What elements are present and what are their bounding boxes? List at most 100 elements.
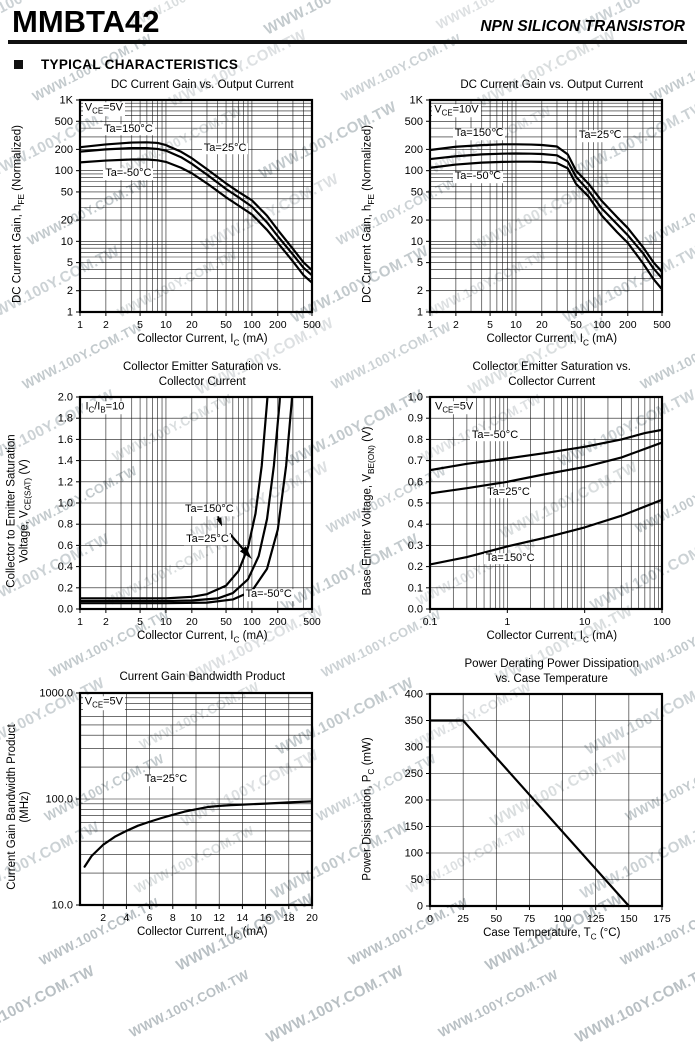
tick-labels: 1 2 5 10 20 50 100 200 500 0.0 0.2 0.4 0.6 0.8 1.0 1.2 1…: [58, 391, 321, 628]
annotation-v-ce-5v: VCE=5V: [82, 695, 125, 710]
plot-area: 1 2 5 10 20 50 100 200 500 1 2 5 10 20 50 100 200 500 1K: [55, 94, 321, 331]
y-tick-label: 50: [410, 186, 422, 198]
y-tick-label: 100: [404, 165, 422, 177]
x-tick-label: 200: [269, 616, 287, 628]
x-tick-label: 100: [243, 616, 261, 628]
grid-lines: [79, 692, 313, 905]
chart-vbe-on: Collector Emitter Saturation vs. Collect…: [356, 360, 692, 644]
y-tick-label: 500: [404, 116, 422, 128]
y-tick-label: 0: [416, 901, 422, 913]
chart-title: Collector Emitter Saturation vs. Collect…: [472, 361, 631, 388]
chart-ft: Current Gain Bandwidth Product Current Ga…: [6, 657, 342, 941]
x-tick-label: 1: [504, 616, 510, 628]
y-tick-label: 0.5: [407, 497, 422, 509]
series-ta-150-c: [429, 498, 662, 566]
y-tick-label: 100: [55, 165, 73, 177]
series-ta-150-c: [80, 141, 312, 272]
annotation-ta-150: Ta=150℃: [452, 127, 506, 141]
y-tick-label: 0.7: [407, 455, 422, 467]
x-tick-label: 150: [620, 913, 638, 925]
section-bullet-icon: [14, 59, 23, 69]
y-tick-label: 10: [61, 236, 73, 248]
plot-border: [78, 691, 314, 906]
x-tick-label: 20: [306, 912, 318, 924]
x-tick-label: 125: [586, 913, 604, 925]
y-tick-label: 5: [416, 257, 422, 269]
series-ta-25-c: [83, 799, 312, 868]
y-tick-label: 0.0: [58, 603, 73, 615]
x-tick-label: 4: [123, 912, 129, 924]
x-tick-label: 12: [213, 912, 225, 924]
x-tick-label: 18: [283, 912, 295, 924]
x-axis-title: Collector Current, IC (mA): [486, 629, 618, 645]
x-tick-label: 2: [103, 616, 109, 628]
y-axis-title: Current Gain Bandwidth Product (MHz): [6, 724, 31, 890]
watermark-text: WWW.100Y.COM.TW: [126, 966, 252, 1041]
device-type: NPN SILICON TRANSISTOR: [480, 17, 685, 35]
y-tick-label: 50: [61, 186, 73, 198]
annotation-ta-150-c: Ta=150°C: [102, 122, 155, 136]
x-axis-title: Collector Current, IC (mA): [136, 332, 268, 348]
annotation-ta-25-c: Ta=25°C: [142, 773, 190, 787]
plot-border: [428, 98, 663, 314]
x-tick-label: 5: [487, 319, 493, 331]
plot-border: [78, 395, 314, 611]
x-tick-label: 500: [653, 319, 671, 331]
annotation-ta-150-c: Ta=150°C: [183, 503, 236, 516]
y-tick-label: 200: [55, 144, 73, 156]
x-tick-label: 100: [553, 913, 571, 925]
x-tick-label: 20: [186, 616, 198, 628]
y-axis-title: Power Dissipation, PC (mW): [361, 736, 376, 881]
y-tick-label: 10: [410, 236, 422, 248]
y-tick-label: 350: [404, 715, 422, 727]
y-tick-label: 1.2: [58, 476, 73, 488]
series-ta-50: [429, 160, 662, 291]
series-ta-50-c: [80, 396, 294, 605]
plot-area: 0 25 50 75 100 125 150 175 0 50 100 150 200 250 300 350…: [404, 689, 670, 926]
x-tick-label: 10: [578, 616, 590, 628]
x-axis-title: Collector Current, IC (mA): [486, 332, 618, 348]
x-tick-label: 175: [653, 913, 671, 925]
y-tick-label: 20: [61, 214, 73, 226]
x-tick-label: 20: [186, 319, 198, 331]
charts-grid: DC Current Gain vs. Output Current DC Cur…: [0, 76, 695, 942]
x-tick-label: 10: [160, 319, 172, 331]
y-tick-label: 2: [416, 285, 422, 297]
series-derating: [429, 719, 630, 907]
y-tick-label: 1.8: [58, 413, 73, 425]
y-tick-label: 10.0: [52, 899, 73, 911]
y-tick-label: 0.9: [407, 413, 422, 425]
series-ta-25: [429, 152, 662, 280]
y-tick-label: 500: [55, 116, 73, 128]
x-tick-label: 50: [220, 319, 232, 331]
x-axis-title: Collector Current, IC (mA): [136, 629, 268, 645]
y-axis-title: Collector to Emitter Saturation Voltage,…: [5, 434, 33, 589]
y-tick-label: 0.3: [407, 540, 422, 552]
x-tick-label: 2: [452, 319, 458, 331]
annotation-v-ce-5v: VCE=5V: [82, 101, 125, 117]
x-tick-label: 50: [220, 616, 232, 628]
y-tick-label: 300: [404, 742, 422, 754]
y-tick-label: 50: [410, 874, 422, 886]
header-rule: [8, 39, 687, 44]
annotation-arrow-icon: [228, 532, 252, 559]
y-tick-label: 0.6: [407, 476, 422, 488]
y-tick-label: 200: [404, 144, 422, 156]
tick-labels: 2 4 6 8 10 12 14 16 18 20 10.0 100.0 1000.0: [39, 687, 318, 924]
section-heading: TYPICAL CHARACTERISTICS: [14, 57, 695, 72]
chart-dc-gain-vce10: DC Current Gain vs. Output Current DC Cur…: [356, 78, 692, 348]
annotation-v-ce-10v: VCE=10V: [432, 102, 481, 118]
x-tick-label: 14: [237, 912, 249, 924]
tick-labels: 0 25 50 75 100 125 150 175 0 50 100 150 200 250 300 350…: [404, 689, 670, 926]
x-tick-label: 25: [457, 913, 469, 925]
plot-border: [428, 395, 663, 611]
tick-labels: 1 2 5 10 20 50 100 200 500 1 2 5 10 20 50 100 200 500 1K: [55, 94, 321, 331]
annotation-ta-25-c: Ta=25°C: [184, 532, 231, 546]
chart-dc-gain-vce5: DC Current Gain vs. Output Current DC Cur…: [6, 78, 342, 348]
x-tick-label: 20: [535, 319, 547, 331]
watermark-text: WWW.100Y.COM.TW: [572, 962, 695, 1044]
plot-border: [78, 98, 314, 314]
chart-power-derating: Power Derating Power Dissipation vs. Cas…: [356, 657, 692, 941]
annotation-ta-150-c: Ta=150°C: [483, 551, 537, 565]
y-tick-label: 1K: [60, 94, 74, 106]
